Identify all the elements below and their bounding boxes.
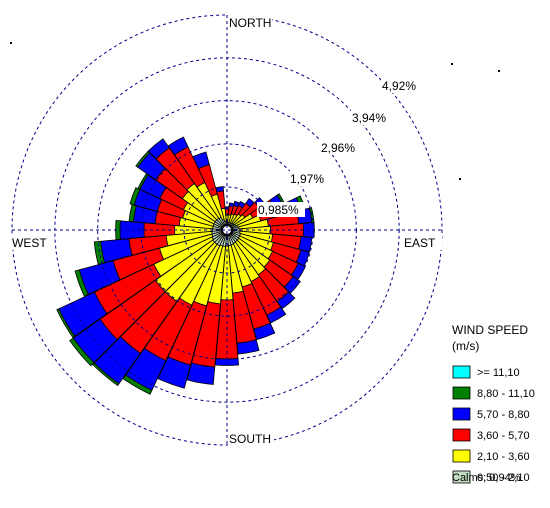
legend-swatch — [452, 386, 471, 400]
calms-label: Calms: 0,94% — [452, 472, 521, 484]
ring-label-4: 3,94% — [352, 111, 386, 125]
sector-160-bin-5-7-8-8 — [253, 322, 276, 341]
ring-label-bg — [257, 202, 305, 217]
ring-label-bg — [381, 78, 421, 93]
legend-swatch — [452, 407, 471, 421]
west-label: WEST — [12, 236, 47, 250]
sector-250-bin-8-8-11-1 — [74, 269, 89, 297]
ring-label-bg — [320, 140, 360, 155]
sector-340-bin-5-7-8-8 — [192, 151, 210, 170]
sector-270-bin-8-8-11-1 — [115, 220, 121, 240]
stray-dot — [459, 178, 461, 180]
legend-title: WIND SPEED — [452, 323, 528, 337]
sector-260-bin-8-8-11-1 — [93, 240, 106, 265]
ring-label-bg — [289, 171, 327, 186]
sector-220-bin-8-8-11-1 — [92, 362, 120, 387]
sector-330-bin-5-7-8-8 — [167, 136, 189, 156]
legend-label: 0,50 - 2,10 — [477, 472, 530, 484]
legend-swatch — [452, 365, 471, 379]
wind-sectors — [56, 136, 315, 395]
legend-swatch — [452, 449, 471, 463]
ring-label-bg — [351, 110, 391, 125]
sector-290-bin-8-8-11-1 — [129, 187, 141, 206]
stray-dot — [498, 70, 500, 72]
south-label: SOUTH — [229, 432, 271, 446]
sector-350-bin-5-7-8-8 — [215, 186, 224, 193]
legend-unit: (m/s) — [452, 339, 479, 353]
legend-label: 3,60 - 5,70 — [477, 430, 530, 442]
sector-170-bin-5-7-8-8 — [236, 339, 260, 355]
ring-label-1: 0,985% — [258, 203, 299, 217]
legend-label: 2,10 - 3,60 — [477, 451, 530, 463]
ring-label-2: 1,97% — [290, 172, 324, 186]
legend: WIND SPEED (m/s) >= 11,10 8,80 - 11,10 5,7… — [452, 323, 535, 484]
ring-label-5: 4,92% — [382, 79, 416, 93]
north-label-bg — [228, 14, 272, 30]
grid-ring-5 — [11, 14, 443, 446]
north-label: NORTH — [229, 16, 271, 30]
east-label: EAST — [404, 236, 436, 250]
polar-grid — [11, 14, 443, 446]
sector-190-bin-5-7-8-8 — [186, 362, 216, 385]
legend-swatch — [452, 470, 471, 484]
legend-label: 5,70 - 8,80 — [477, 409, 530, 421]
legend-label: >= 11,10 — [477, 367, 520, 379]
stray-dot — [10, 42, 12, 44]
east-label-bg — [402, 234, 442, 250]
sector-320-bin-5-7-8-8 — [147, 138, 170, 160]
west-label-bg — [10, 234, 50, 250]
legend-label: 8,80 - 11,10 — [477, 388, 535, 400]
sector-230-bin-8-8-11-1 — [69, 337, 95, 367]
sector-210-bin-8-8-11-1 — [122, 374, 153, 395]
legend-swatch — [452, 428, 471, 442]
sector-200-bin-5-7-8-8 — [157, 356, 192, 389]
stray-dot — [451, 63, 453, 65]
sector-240-bin-8-8-11-1 — [56, 308, 76, 339]
south-label-bg — [228, 430, 274, 446]
ring-label-3: 2,96% — [321, 141, 355, 155]
